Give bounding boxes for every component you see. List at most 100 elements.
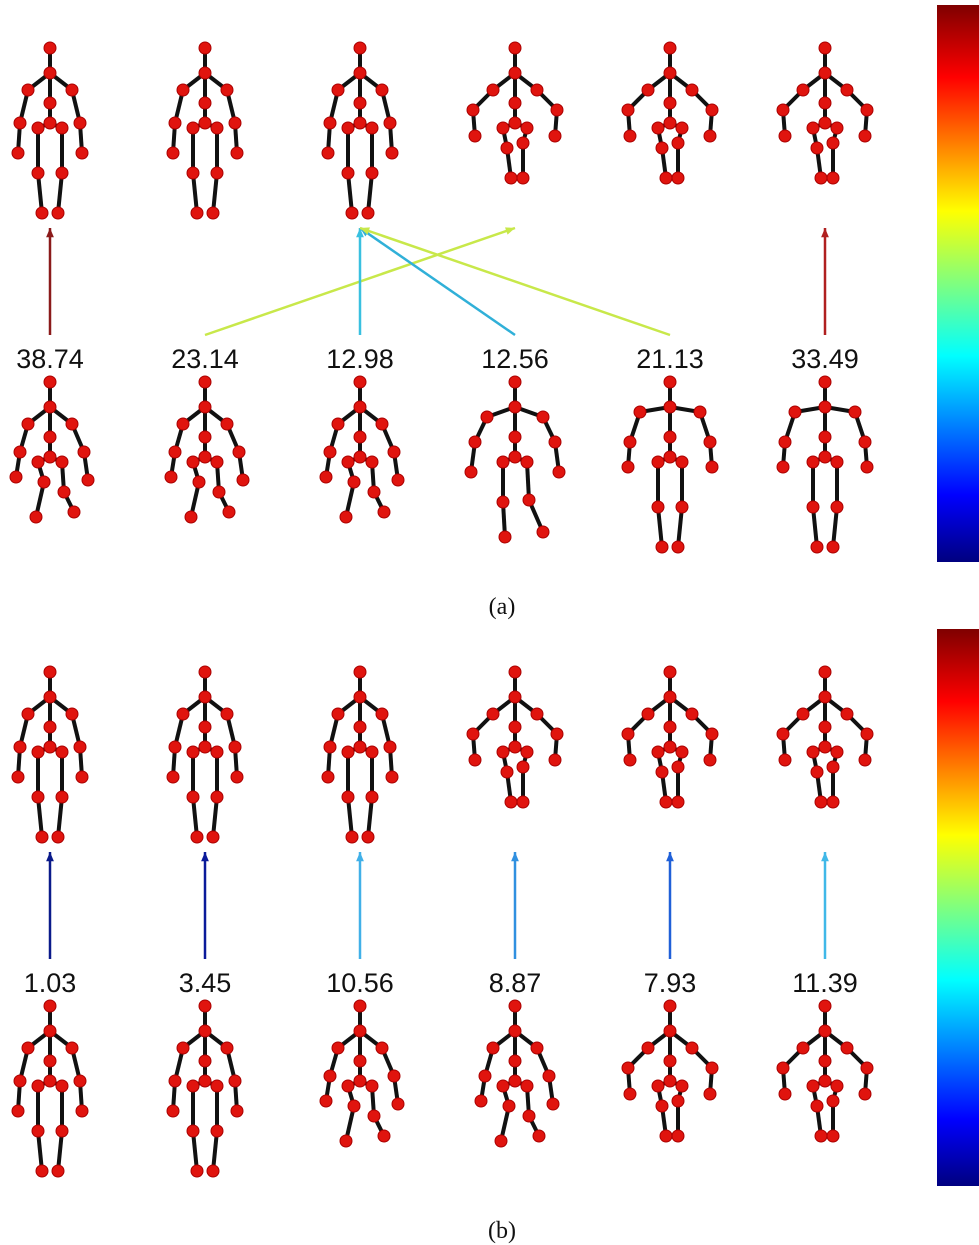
joint xyxy=(342,456,354,468)
distance-label: 33.49 xyxy=(791,344,859,374)
joint xyxy=(676,1080,688,1092)
joint xyxy=(207,207,219,219)
joint xyxy=(622,728,634,740)
joint xyxy=(32,456,44,468)
joint xyxy=(384,117,396,129)
joint xyxy=(827,796,839,808)
arrow-head xyxy=(46,228,54,237)
joint xyxy=(686,1042,698,1054)
joint xyxy=(44,376,56,388)
joint xyxy=(664,1055,676,1067)
joint xyxy=(231,147,243,159)
joint xyxy=(465,466,477,478)
joint xyxy=(199,97,211,109)
joint xyxy=(76,771,88,783)
joint xyxy=(348,476,360,488)
joint xyxy=(66,84,78,96)
joint xyxy=(859,1088,871,1100)
joint xyxy=(521,456,533,468)
joint xyxy=(211,122,223,134)
joint xyxy=(165,471,177,483)
joint xyxy=(509,1075,521,1087)
joint xyxy=(376,84,388,96)
joint xyxy=(66,418,78,430)
joint xyxy=(660,796,672,808)
joint xyxy=(362,207,374,219)
joint xyxy=(487,84,499,96)
joint xyxy=(376,708,388,720)
joint xyxy=(624,1088,636,1100)
joint xyxy=(819,1000,831,1012)
joint xyxy=(346,831,358,843)
joint xyxy=(517,172,529,184)
joint xyxy=(366,791,378,803)
joint xyxy=(223,506,235,518)
joint xyxy=(622,104,634,116)
joint xyxy=(322,771,334,783)
distance-label: 38.74 xyxy=(16,344,84,374)
joint xyxy=(193,476,205,488)
joint xyxy=(187,1080,199,1092)
joint xyxy=(392,1098,404,1110)
joint xyxy=(831,1080,843,1092)
joint xyxy=(553,466,565,478)
joint xyxy=(469,130,481,142)
joint xyxy=(497,456,509,468)
joint xyxy=(509,117,521,129)
joint xyxy=(191,1165,203,1177)
joint xyxy=(497,122,509,134)
joint xyxy=(819,67,831,79)
joint xyxy=(44,1075,56,1087)
joint xyxy=(624,754,636,766)
joint xyxy=(827,761,839,773)
joint xyxy=(56,122,68,134)
joint xyxy=(32,791,44,803)
joint xyxy=(66,708,78,720)
caption: (b) xyxy=(488,1218,516,1244)
joint xyxy=(199,691,211,703)
joint xyxy=(44,1055,56,1067)
joint xyxy=(501,766,513,778)
joint xyxy=(221,418,233,430)
joint xyxy=(664,376,676,388)
joint xyxy=(221,1042,233,1054)
joint xyxy=(495,1135,507,1147)
joint xyxy=(819,1025,831,1037)
joint xyxy=(169,117,181,129)
joint xyxy=(169,1075,181,1087)
joint xyxy=(521,1080,533,1092)
joint xyxy=(177,84,189,96)
joint xyxy=(199,431,211,443)
joint xyxy=(523,494,535,506)
joint xyxy=(354,666,366,678)
joint xyxy=(656,1100,668,1112)
joint xyxy=(509,97,521,109)
joint xyxy=(56,456,68,468)
joint xyxy=(22,418,34,430)
joint xyxy=(777,461,789,473)
joint xyxy=(827,137,839,149)
joint xyxy=(861,1062,873,1074)
joint xyxy=(551,728,563,740)
joint xyxy=(789,406,801,418)
joint xyxy=(815,1130,827,1142)
joint xyxy=(487,708,499,720)
joint xyxy=(777,1062,789,1074)
joint xyxy=(229,741,241,753)
joint xyxy=(388,446,400,458)
joint xyxy=(199,376,211,388)
joint xyxy=(841,1042,853,1054)
joint xyxy=(199,1075,211,1087)
joint xyxy=(44,1000,56,1012)
joint xyxy=(14,1075,26,1087)
joint xyxy=(44,741,56,753)
joint xyxy=(366,456,378,468)
joint xyxy=(185,511,197,523)
joint xyxy=(487,1042,499,1054)
distance-label: 7.93 xyxy=(644,968,697,998)
joint xyxy=(378,506,390,518)
joint xyxy=(672,172,684,184)
joint xyxy=(706,1062,718,1074)
joint xyxy=(320,471,332,483)
